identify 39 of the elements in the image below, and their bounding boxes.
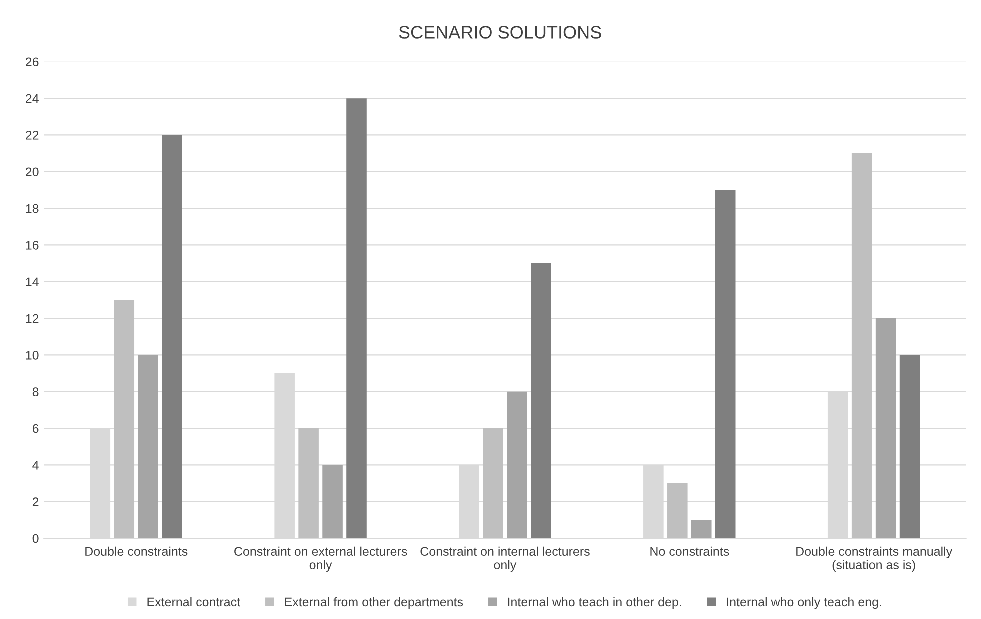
x-tick-label: Constraint on external lecturers only: [234, 546, 408, 572]
y-tick-label: 24: [26, 94, 39, 104]
legend-label: External from other departments: [285, 597, 464, 610]
y-tick-label: 10: [26, 351, 39, 360]
y-tick-label: 2: [32, 498, 39, 506]
bar: [876, 318, 896, 539]
y-tick-label: 26: [26, 58, 39, 67]
y-tick-label: 20: [26, 168, 39, 177]
x-tick-label: No constraints: [650, 546, 730, 556]
y-tick-label: 12: [26, 314, 39, 324]
bar: [138, 355, 158, 539]
bar: [715, 190, 736, 539]
y-tick-label: 6: [32, 424, 39, 434]
x-tick-label: Constraint on internal lecturers only: [420, 546, 590, 572]
legend-label: External contract: [148, 597, 240, 607]
x-tick-label: Double constraints manually (situation as is): [796, 546, 953, 572]
bar: [852, 154, 872, 539]
y-tick-label: 16: [26, 241, 39, 250]
bar: [507, 392, 528, 539]
bar: [668, 484, 688, 539]
bar: [322, 465, 343, 539]
bar: [900, 355, 920, 539]
y-tick-label: 14: [26, 278, 39, 286]
y-tick-label: 18: [26, 204, 39, 214]
bar: [691, 520, 712, 539]
bar: [346, 98, 367, 539]
bar: [531, 264, 552, 539]
legend-label: Internal who teach in other dep.: [508, 597, 682, 610]
y-tick-label: 8: [32, 388, 39, 397]
chart-title: SCENARIO SOLUTIONS: [399, 26, 602, 39]
bar: [483, 428, 504, 539]
y-tick-label: 4: [32, 461, 39, 470]
bar: [162, 135, 182, 539]
y-tick-label: 0: [32, 534, 39, 544]
bar: [298, 428, 319, 539]
legend-label: Internal who only teach eng.: [727, 597, 882, 610]
bar: [114, 300, 135, 539]
y-tick-label: 22: [26, 131, 39, 140]
x-tick-label: Double constraints: [86, 546, 188, 556]
